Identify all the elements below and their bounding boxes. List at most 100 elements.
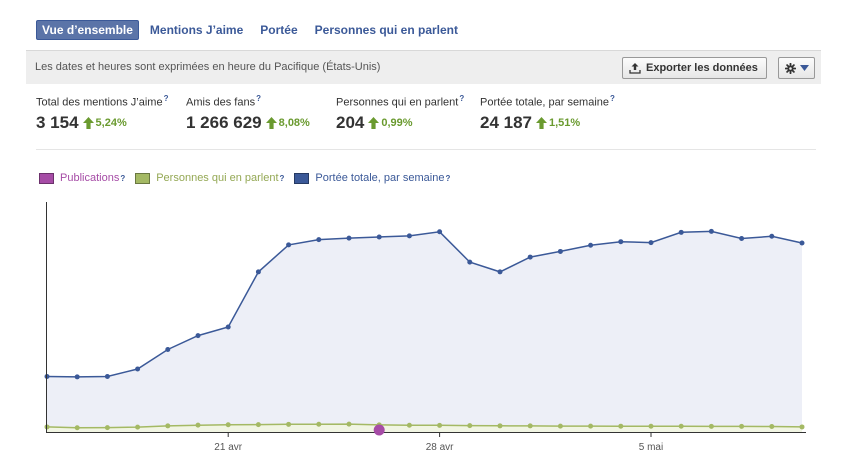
reach-series-point [739,236,745,241]
reach-series-point [316,237,322,243]
up-arrow-icon [265,116,277,129]
tab-overview[interactable]: Vue d’ensemble [36,20,139,40]
legend-swatch [135,172,151,184]
legend-swatch [294,172,310,184]
stat-value: 204 [336,112,365,132]
stat-change: 5,24% [95,116,127,129]
legend-label: Personnes qui en parlent [156,172,279,184]
reach-series-point [588,242,594,248]
reach-series-point [467,259,473,265]
help-icon[interactable]: ? [459,94,465,103]
help-icon[interactable]: ? [163,94,169,103]
talking-series-point [739,423,745,429]
export-data-label: Exporter les données [646,62,758,74]
x-tick-label: 21 avr [214,442,242,453]
stat-talking-about: Personnes qui en parlent? 204 0,99% [336,94,464,133]
talking-series-point [135,424,141,430]
legend-item-weekly-reach[interactable]: Portée totale, par semaine? [294,172,450,184]
reach-series-point [678,229,684,235]
talking-series-point [74,425,80,431]
legend-swatch [39,172,54,184]
talking-series-point [286,421,292,427]
publication-marker [373,424,385,436]
stat-row: 3 154 5,24% [36,113,168,133]
reach-series-point [527,254,533,260]
reach-series-line [46,230,803,378]
stat-value: 24 187 [480,112,532,132]
stat-friends-of-fans: Amis des fans? 1 266 629 8,08% [186,94,310,133]
legend-item-posts[interactable]: Publications? [39,172,125,184]
talking-series-area [47,424,802,432]
timezone-notice: Les dates et heures sont exprimées en he… [35,61,381,73]
talking-series-point [346,421,352,427]
up-arrow-icon [368,116,380,129]
talking-series-point [678,423,684,429]
tab-likes[interactable]: Mentions J’aime [149,23,244,37]
talking-series-point [618,423,624,429]
up-arrow-icon [82,116,94,129]
export-data-button[interactable]: Exporter les données [622,57,767,79]
help-icon[interactable]: ? [279,173,285,183]
reach-series-point [225,324,231,330]
reach-series-point [104,374,110,379]
reach-series-point [346,235,352,241]
tab-talking-about[interactable]: Personnes qui en parlent [314,23,459,37]
stat-total-likes: Total des mentions J’aime? 3 154 5,24% [36,94,168,133]
stat-label: Amis des fans? [186,94,261,109]
talking-series-point [316,421,322,427]
reach-series-point [708,228,714,234]
talking-series-point [557,423,563,429]
legend-label: Publications [60,172,120,184]
talking-series-point [769,423,775,429]
reach-series-area [47,231,802,432]
chart-legend: Publications? Personnes qui en parlent? … [39,172,460,184]
help-icon[interactable]: ? [610,94,615,103]
up-arrow-icon [536,116,547,129]
talking-series-point [527,423,533,429]
talking-series-point [648,423,654,429]
help-icon[interactable]: ? [120,173,126,183]
help-icon[interactable]: ? [256,94,261,103]
caret-down-icon [799,65,809,71]
settings-menu-button[interactable] [778,57,815,79]
stat-weekly-reach: Portée totale, par semaine? 24 187 1,51% [480,94,615,133]
stat-value: 3 154 [36,112,79,132]
legend-item-talking-about[interactable]: Personnes qui en parlent? [135,172,284,184]
reach-series-point [799,240,805,246]
stat-change: 1,51% [549,116,581,129]
help-icon[interactable]: ? [445,173,451,183]
stat-row: 204 0,99% [336,113,464,133]
divider [36,149,816,150]
reach-series-point [255,269,261,275]
reach-series-point [648,240,654,246]
talking-series-point [588,423,594,429]
stat-change: 8,08% [278,116,310,129]
talking-series-point [104,425,110,431]
talking-series-point [467,423,473,429]
stat-row: 1 266 629 8,08% [186,113,310,133]
x-tick-label: 5 mai [639,442,663,453]
talking-series-line [46,423,803,429]
reach-series-point [286,242,292,248]
reach-series-point [376,234,382,240]
reach-series-point [165,347,171,352]
reach-series-point [618,239,624,245]
talking-series-point [195,422,201,428]
stat-label: Total des mentions J’aime? [36,94,169,109]
talking-series-point [225,422,231,428]
stat-value: 1 266 629 [186,112,262,132]
stat-label: Personnes qui en parlent? [336,94,465,109]
reach-series-point [769,233,775,239]
talking-series-point [708,423,714,429]
talking-series-point [497,423,503,429]
upload-icon [629,63,641,74]
talking-series-point [406,422,412,428]
tab-reach[interactable]: Portée [260,23,298,37]
talking-series-point [437,422,443,428]
tab-bar: Vue d’ensemble Mentions J’aime Portée Pe… [36,19,469,41]
x-tick-label: 28 avr [426,442,454,453]
reach-series-point [557,248,563,254]
stat-change: 0,99% [381,116,413,129]
stat-row: 24 187 1,51% [480,113,615,133]
